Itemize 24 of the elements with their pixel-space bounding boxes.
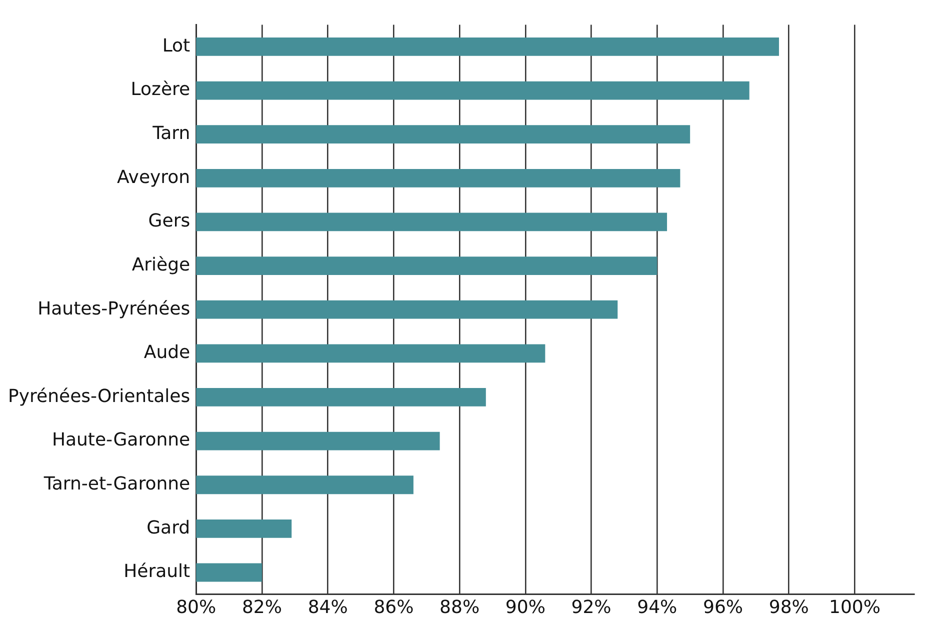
y-tick-label: Aveyron bbox=[117, 166, 190, 188]
x-tick-label: 82% bbox=[242, 596, 282, 618]
x-tick-label: 98% bbox=[768, 596, 809, 618]
y-tick-label: Lot bbox=[162, 35, 190, 56]
y-tick-label: Hérault bbox=[124, 561, 190, 582]
y-tick-label: Tarn-et-Garonne bbox=[42, 474, 190, 495]
y-tick-label: Gard bbox=[146, 517, 190, 538]
y-tick-label: Pyrénées-Orientales bbox=[8, 386, 190, 407]
x-tick-label: 90% bbox=[505, 596, 546, 618]
y-tick-label: Gers bbox=[148, 210, 190, 232]
y-tick-label: Haute-Garonne bbox=[52, 430, 190, 451]
x-tick-label: 80% bbox=[176, 596, 216, 618]
x-tick-label: 84% bbox=[308, 596, 348, 618]
x-tick-label: 88% bbox=[440, 596, 480, 618]
x-tick-label: 86% bbox=[374, 596, 414, 618]
y-tick-label: Tarn bbox=[152, 123, 190, 144]
x-tick-label: 94% bbox=[637, 596, 678, 618]
y-tick-label: Ariège bbox=[132, 254, 190, 276]
x-tick-label: 92% bbox=[571, 596, 612, 618]
x-tick-label: 96% bbox=[702, 596, 744, 618]
y-tick-label: Aude bbox=[144, 342, 190, 364]
y-tick-label: Lozère bbox=[130, 79, 190, 100]
x-tick-label: 100% bbox=[828, 596, 880, 618]
y-tick-label: Hautes-Pyrénées bbox=[38, 298, 190, 320]
